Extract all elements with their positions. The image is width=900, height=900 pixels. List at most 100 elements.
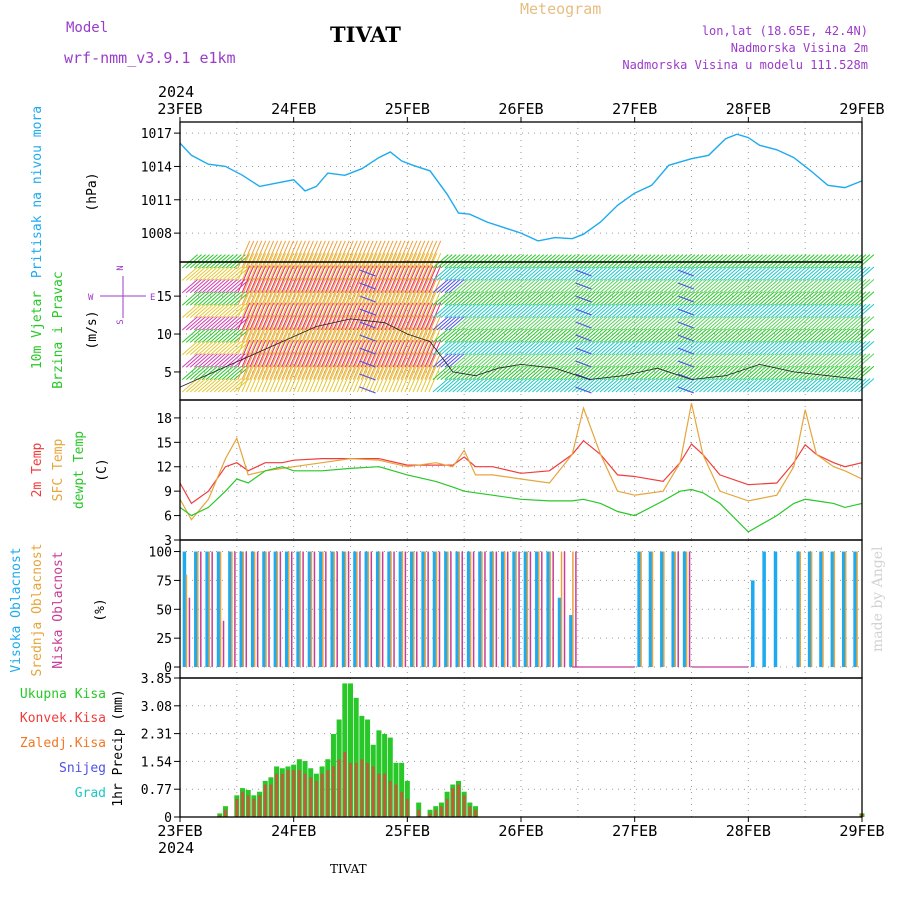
wind-barb (472, 303, 489, 318)
wind-barb (615, 328, 632, 343)
wind-barb (746, 266, 763, 281)
wind-barb (822, 303, 839, 318)
wind-barb (221, 316, 238, 331)
wind-barb (368, 352, 382, 380)
wind-barb (464, 291, 481, 306)
wind-barb (677, 386, 695, 394)
low-cloud-bar (563, 551, 566, 668)
high-cloud-bar (273, 551, 278, 668)
wind-barb (591, 303, 608, 318)
convective-rain-bar (258, 795, 262, 817)
wind-barb (655, 353, 672, 368)
wind-barb (790, 341, 807, 356)
wind-barb (464, 303, 481, 318)
wind-barb (241, 364, 255, 393)
wind-barb (237, 277, 251, 306)
wind-barb (512, 328, 529, 343)
convective-rain-bar (383, 773, 387, 817)
wind-barb (281, 253, 294, 281)
wind-barb (563, 254, 580, 269)
wind-barb (245, 240, 259, 269)
wind-barb (344, 364, 358, 393)
wind-barb (532, 303, 549, 318)
wind-barb (185, 378, 202, 393)
wind-barb (643, 303, 660, 318)
wind-barb (778, 316, 795, 331)
wind-barb (547, 266, 564, 281)
wind-barb (719, 266, 736, 281)
low-cloud-bar (290, 551, 293, 668)
wind-barb (814, 365, 831, 380)
wind-barb (181, 266, 198, 281)
pressure-line (179, 133, 863, 242)
wind-barb (850, 254, 867, 269)
wind-barb (245, 339, 259, 368)
wind-barb (368, 302, 382, 331)
wind-barb (762, 279, 779, 294)
wind-barb (185, 291, 202, 306)
wind-barb (711, 365, 728, 380)
wind-barb (631, 365, 648, 380)
wind-barb (213, 291, 230, 306)
high-cloud-bar (512, 551, 516, 668)
wind-barb (806, 254, 823, 269)
wind-barb (205, 266, 222, 281)
wind-barb (488, 266, 505, 281)
wind-barb (559, 254, 576, 269)
wind-barb (707, 266, 724, 281)
wind-barb (790, 316, 807, 331)
wind-barb (615, 316, 632, 331)
high-cloud-bar (796, 551, 800, 668)
wind-barb (217, 316, 234, 331)
wind-barb (265, 327, 279, 355)
high-cloud-bar (762, 551, 766, 668)
wind-barb (607, 279, 624, 294)
wind-barb (372, 352, 386, 380)
wind-barb (400, 265, 414, 293)
wind-barb (691, 303, 708, 318)
wind-barb (516, 341, 533, 356)
wind-barb (408, 290, 422, 318)
wind-barb (504, 328, 521, 343)
wind-barb (317, 339, 330, 368)
wind-barb (770, 279, 787, 294)
wind-barb (472, 365, 489, 380)
wind-barb (647, 291, 664, 306)
wind-barb (746, 316, 763, 331)
wind-barb (432, 365, 449, 380)
wind-barb (368, 315, 382, 343)
wind-barb (726, 378, 743, 393)
wind-barb (603, 378, 620, 393)
wind-barb (285, 364, 298, 393)
convective-rain-bar (320, 773, 324, 817)
wind-barb (655, 266, 672, 281)
wind-barb (643, 291, 660, 306)
wind-barb (352, 265, 366, 293)
wind-barb (293, 277, 306, 306)
wind-barb (193, 365, 210, 380)
wind-barb (722, 378, 740, 393)
wind-barb (615, 291, 632, 306)
wind-barb (412, 302, 426, 331)
wind-barb (651, 303, 668, 318)
wind-barb (448, 266, 465, 281)
wind-barb (615, 279, 632, 294)
wind-barb (424, 277, 438, 306)
wind-barb (269, 240, 283, 269)
wind-barb (396, 327, 410, 355)
wind-barb (667, 316, 684, 331)
wind-barb (440, 254, 457, 269)
wind-barb (631, 353, 648, 368)
wind-barb (293, 339, 306, 368)
wind-barb (762, 328, 779, 343)
wind-barb (528, 279, 545, 294)
wind-barb (555, 378, 572, 393)
wind-barb (440, 316, 457, 331)
elevation-text: Nadmorska Visina 2m (730, 41, 868, 55)
wind-barb (257, 290, 271, 318)
wind-barb (197, 291, 214, 306)
wind-barb (842, 341, 859, 356)
wind-barb (249, 277, 263, 306)
wind-barb (766, 291, 783, 306)
wind-barb (754, 328, 771, 343)
